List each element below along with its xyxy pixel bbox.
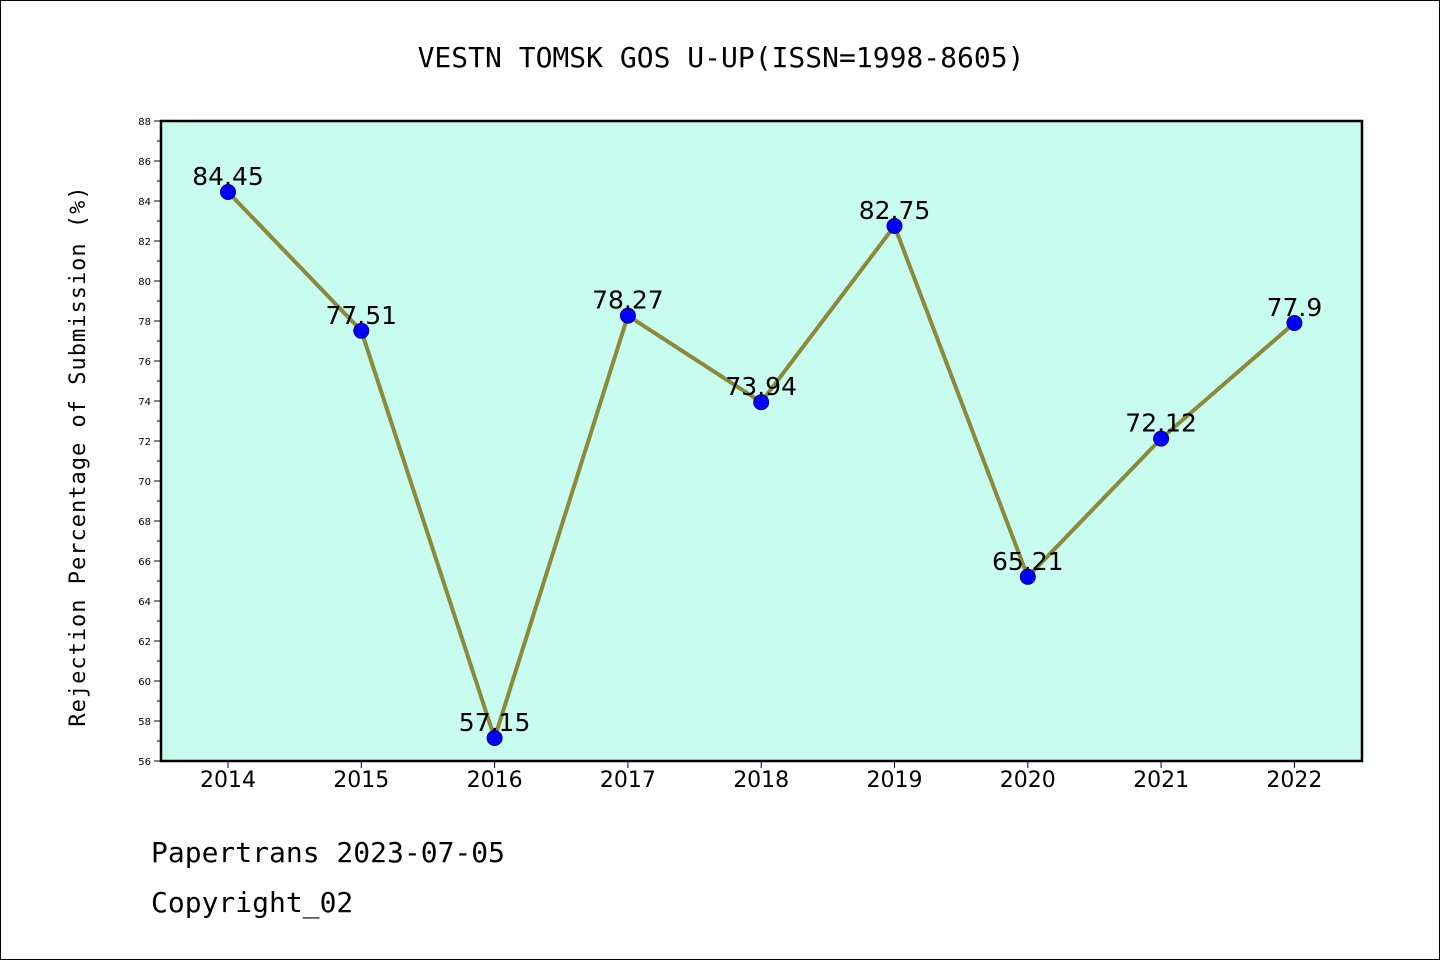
- data-point: [1019, 568, 1036, 585]
- chart-title: VESTN TOMSK GOS U-UP(ISSN=1998-8605): [418, 41, 1025, 74]
- y-tick-label: 60: [138, 677, 151, 688]
- footer-copyright: Copyright_02: [151, 886, 354, 919]
- data-label: 73.94: [725, 372, 797, 401]
- data-point: [220, 184, 236, 200]
- data-label: 82.75: [859, 196, 931, 225]
- x-tick-label: 2015: [333, 768, 389, 793]
- footer-papertrans: Papertrans 2023-07-05: [151, 836, 506, 869]
- x-tick-label: 2020: [1000, 768, 1056, 793]
- data-point: [886, 218, 903, 234]
- data-labels: 84.45 77.51 57.15 78.27 73.94 82.75 65.21 72.12…: [192, 162, 1322, 737]
- y-tick-label: 68: [138, 517, 151, 528]
- y-tick-label: 58: [138, 717, 151, 728]
- series-line-group: [220, 184, 1303, 746]
- data-point: [353, 322, 370, 339]
- data-label: 65.21: [992, 547, 1064, 576]
- x-tick-label: 2018: [733, 768, 789, 793]
- data-label: 84.45: [192, 162, 264, 191]
- data-label: 77.9: [1267, 293, 1323, 322]
- data-point: [486, 730, 503, 746]
- data-point: [1286, 315, 1303, 331]
- y-tick-label: 62: [138, 637, 151, 648]
- x-tick-label: 2021: [1133, 768, 1189, 793]
- data-point: [1153, 430, 1170, 447]
- x-tick-label: 2022: [1266, 768, 1322, 793]
- plot-border: [159, 119, 1364, 763]
- x-tick-label: 2016: [467, 768, 523, 793]
- y-tick-label: 70: [138, 477, 151, 488]
- x-axis-ticks: 2014 2015 2016 2017 2018 2019 2020 2021 2022: [200, 761, 1322, 793]
- data-label: 77.51: [326, 301, 398, 330]
- y-tick-label: 66: [138, 557, 151, 568]
- y-tick-label: 86: [138, 157, 151, 168]
- y-tick-label: 84: [138, 197, 151, 208]
- y-tick-label: 88: [138, 117, 151, 128]
- y-axis-ticks: 56 58 60 62 64 66 68 70 72 74 76 78 80 82 84 86 88: [138, 117, 161, 768]
- y-tick-label: 76: [138, 357, 151, 368]
- x-tick-label: 2014: [200, 768, 256, 793]
- x-tick-label: 2019: [867, 768, 923, 793]
- plot-area: [161, 121, 1362, 761]
- data-point: [753, 394, 770, 411]
- y-tick-label: 80: [138, 277, 151, 288]
- y-tick-label: 74: [138, 397, 151, 408]
- y-tick-label: 72: [138, 437, 151, 448]
- y-axis-label: Rejection Percentage of Submission (%): [66, 185, 91, 726]
- y-tick-label: 56: [138, 757, 151, 768]
- data-label: 57.15: [459, 708, 531, 737]
- x-tick-label: 2017: [600, 768, 656, 793]
- data-label: 72.12: [1125, 409, 1197, 438]
- y-tick-label: 78: [138, 317, 151, 328]
- data-point: [619, 307, 636, 324]
- y-tick-label: 82: [138, 237, 151, 248]
- data-label: 78.27: [592, 286, 664, 315]
- y-tick-label: 64: [138, 597, 151, 608]
